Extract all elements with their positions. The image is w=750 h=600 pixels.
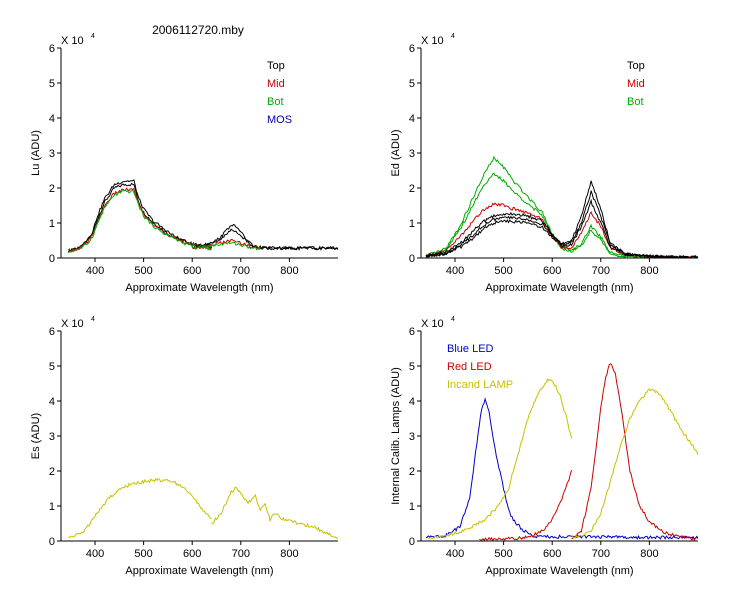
series-line-es: [211, 486, 338, 539]
chart-panel-bottom-left: 0 1 2 3 4 5 6 400 500 600 700 800 Approximate Wavele…: [30, 316, 338, 577]
y-tick-label: 3: [49, 148, 55, 160]
y-tick-label: 2: [409, 183, 415, 195]
x-tick-label: 800: [280, 548, 298, 560]
series-line-red-led: [479, 469, 573, 541]
x-tick-label: 600: [183, 548, 201, 560]
x-tick-label: 800: [640, 265, 658, 277]
x-tick-label: 800: [640, 548, 658, 560]
y-multiplier: X 10: [61, 35, 84, 47]
y-tick-label: 2: [409, 466, 415, 478]
y-multiplier: X 10: [61, 318, 84, 330]
y-tick-label: 0: [409, 536, 415, 548]
y-tick-label: 6: [409, 43, 415, 55]
legend-entry-blue-led: Blue LED: [447, 343, 494, 355]
series-line-top: [192, 223, 338, 251]
y-multiplier-exponent: 4: [451, 33, 455, 40]
y-multiplier: X 10: [421, 35, 444, 47]
legend-entry-top: Top: [627, 60, 645, 72]
x-tick-label: 600: [543, 548, 561, 560]
x-tick-label: 600: [543, 265, 561, 277]
x-tick-label: 500: [134, 548, 152, 560]
y-tick-label: 3: [49, 431, 55, 443]
x-tick-label: 800: [280, 265, 298, 277]
y-tick-label: 3: [409, 148, 415, 160]
x-tick-label: 700: [232, 548, 250, 560]
x-axis-label: Approximate Wavelength (nm): [485, 282, 633, 294]
y-tick-label: 6: [409, 326, 415, 338]
y-tick-label: 4: [409, 396, 415, 408]
series-line-red-led: [571, 363, 698, 541]
y-axis-label: Internal Calib. Lamps (ADU): [390, 367, 402, 505]
series-line-incand-lamp: [571, 388, 698, 539]
x-tick-label: 500: [494, 548, 512, 560]
x-tick-label: 400: [446, 548, 464, 560]
y-tick-label: 1: [409, 218, 415, 230]
y-axis-label: Es (ADU): [30, 413, 42, 459]
x-axis-label: Approximate Wavelength (nm): [125, 565, 273, 577]
x-tick-label: 700: [592, 265, 610, 277]
x-tick-label: 600: [183, 265, 201, 277]
y-tick-label: 6: [49, 326, 55, 338]
x-tick-label: 500: [134, 265, 152, 277]
series-line-top: [425, 190, 698, 258]
x-axis-label: Approximate Wavelength (nm): [485, 565, 633, 577]
series-line-blue-led: [425, 397, 698, 540]
series-line-bot: [67, 189, 212, 253]
chart-panel-top-right: 0 1 2 3 4 5 6 400 500 600 700 800 Approximate Wavele…: [390, 33, 698, 294]
y-multiplier-exponent: 4: [91, 316, 95, 323]
y-tick-label: 5: [49, 361, 55, 373]
series-line-incand-lamp: [428, 378, 573, 540]
y-tick-label: 2: [49, 466, 55, 478]
x-tick-label: 500: [494, 265, 512, 277]
y-tick-label: 1: [49, 501, 55, 513]
y-tick-label: 1: [409, 501, 415, 513]
legend-entry-mos: MOS: [267, 114, 292, 126]
legend-entry-red-led: Red LED: [447, 361, 492, 373]
y-multiplier: X 10: [421, 318, 444, 330]
y-axis-label: Lu (ADU): [30, 130, 42, 176]
legend-entry-bot: Bot: [267, 96, 284, 108]
y-tick-label: 5: [49, 78, 55, 90]
y-tick-label: 0: [49, 253, 55, 265]
x-axis-label: Approximate Wavelength (nm): [125, 282, 273, 294]
chart-panel-bottom-right: 0 1 2 3 4 5 6 400 500 600 700 800 Approximate Wavele…: [390, 316, 698, 577]
series-line-top: [425, 198, 698, 258]
legend-entry-mid: Mid: [627, 78, 645, 90]
series-line-bot: [192, 240, 261, 251]
y-multiplier-exponent: 4: [451, 316, 455, 323]
legend-entry-top: Top: [267, 60, 285, 72]
x-tick-label: 400: [86, 548, 104, 560]
chart-panel-top-left: 0 1 2 3 4 5 6 400 500 600 700 800 Approximate Wavele…: [30, 33, 338, 294]
figure-title: 2006112720.mby: [152, 23, 244, 37]
y-tick-label: 4: [409, 113, 415, 125]
y-tick-label: 5: [409, 78, 415, 90]
y-tick-label: 1: [49, 218, 55, 230]
y-tick-label: 0: [49, 536, 55, 548]
series-line-mid: [191, 238, 261, 250]
y-tick-label: 3: [409, 431, 415, 443]
y-tick-label: 4: [49, 396, 55, 408]
y-multiplier-exponent: 4: [91, 33, 95, 40]
y-tick-label: 0: [409, 253, 415, 265]
legend-entry-mid: Mid: [267, 78, 285, 90]
y-tick-label: 5: [409, 361, 415, 373]
y-tick-label: 4: [49, 113, 55, 125]
y-tick-label: 6: [49, 43, 55, 55]
series-line-mid: [425, 202, 698, 258]
series-line-es: [68, 477, 212, 538]
legend-entry-bot: Bot: [627, 96, 644, 108]
y-tick-label: 2: [49, 183, 55, 195]
series-line-mid: [68, 187, 212, 253]
x-tick-label: 400: [446, 265, 464, 277]
x-tick-label: 700: [592, 548, 610, 560]
x-tick-label: 700: [232, 265, 250, 277]
x-tick-label: 400: [86, 265, 104, 277]
y-axis-label: Ed (ADU): [390, 129, 402, 176]
series-line-top: [191, 228, 338, 252]
legend-entry-incand-lamp: Incand LAMP: [447, 379, 513, 391]
